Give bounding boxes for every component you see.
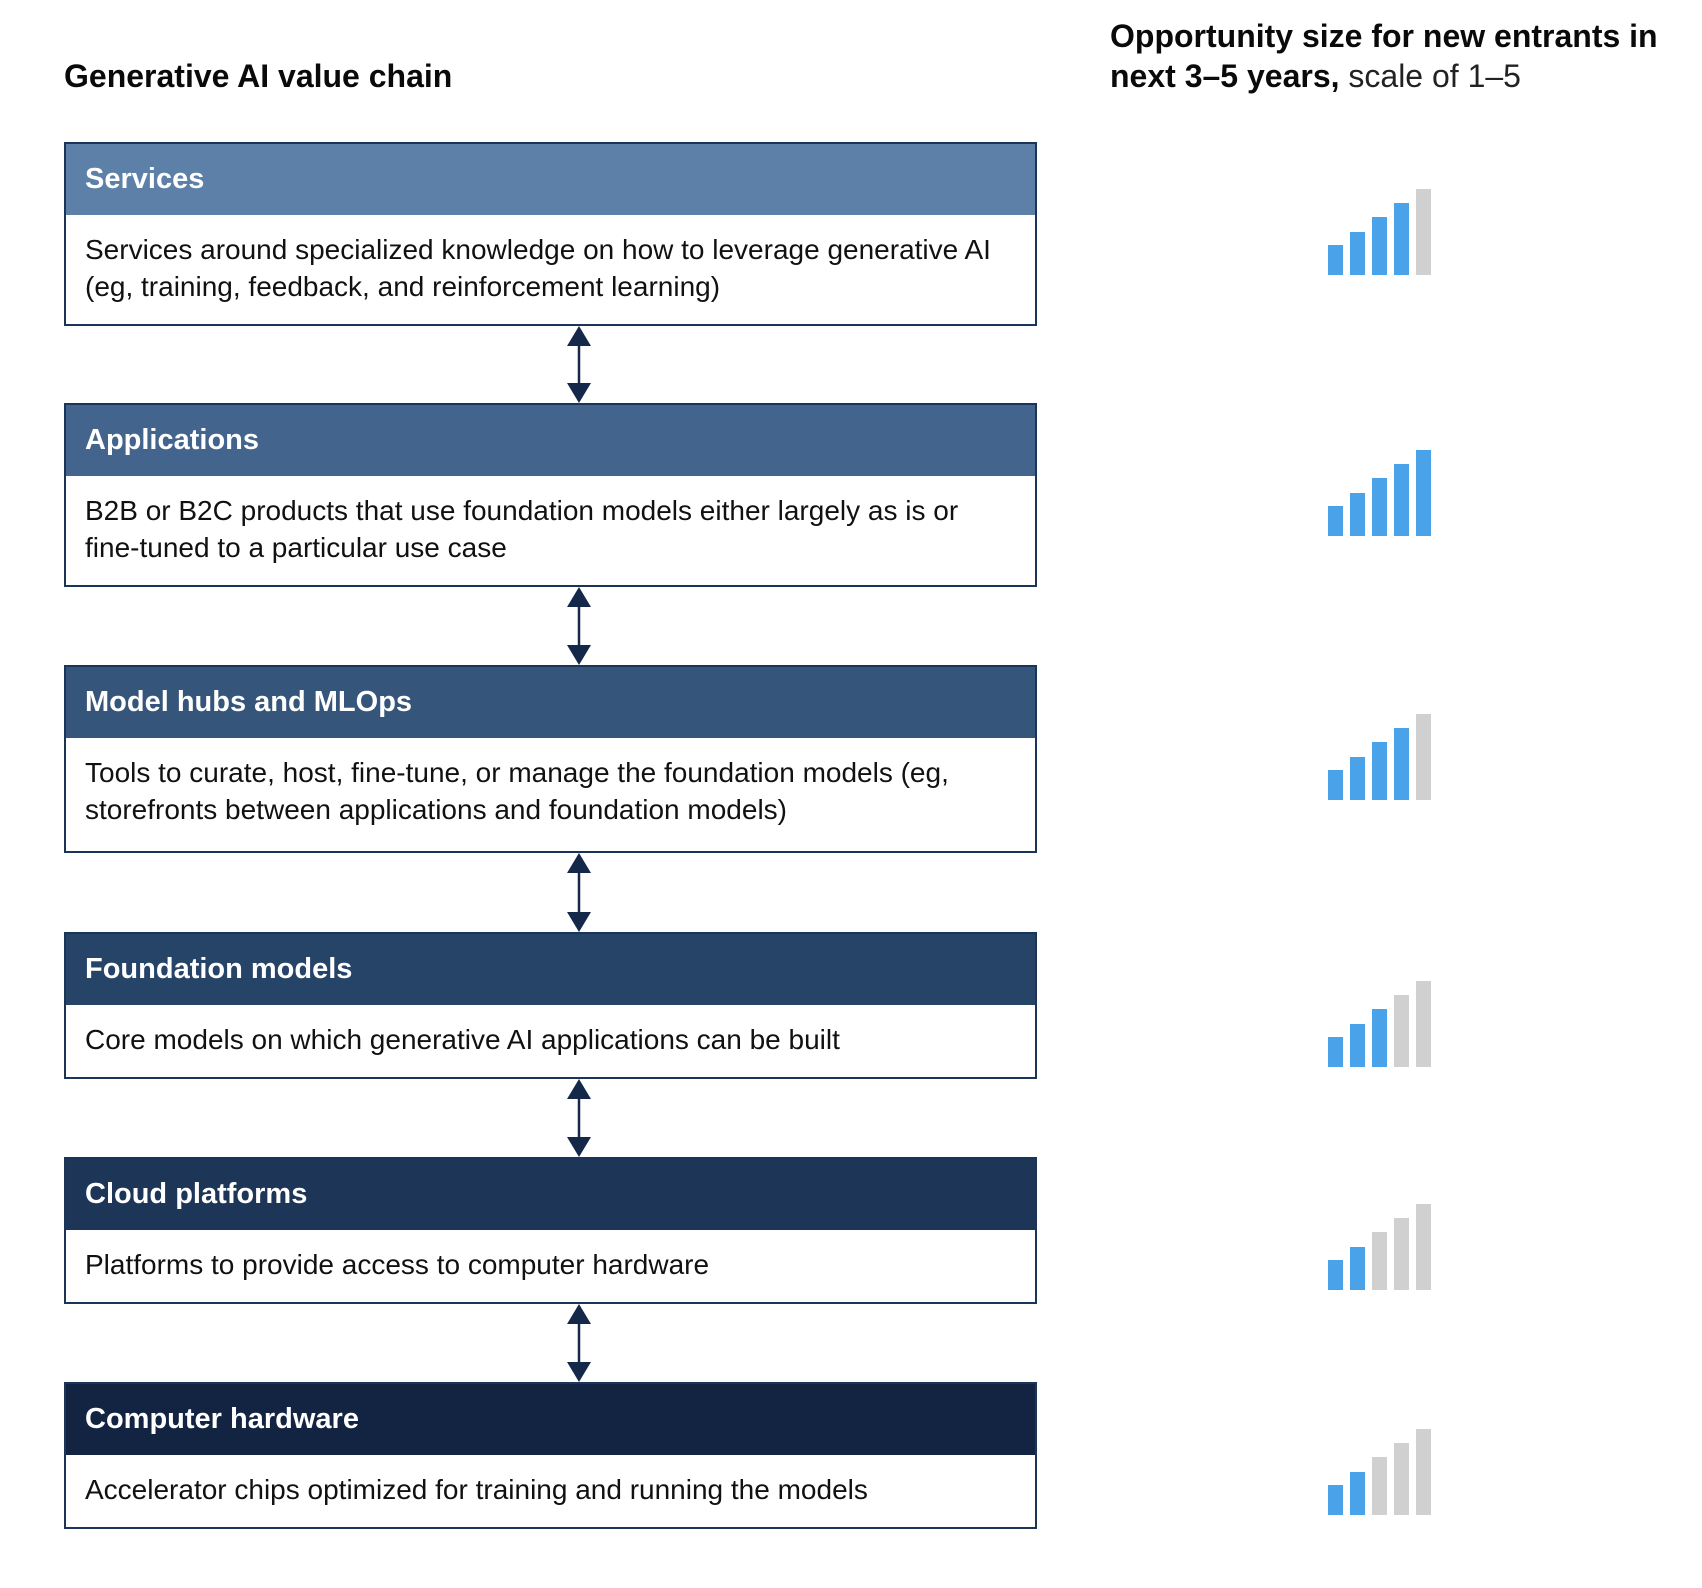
signal-bar-2: [1350, 1247, 1365, 1290]
signal-bar-2: [1350, 1024, 1365, 1067]
layer-description: Core models on which generative AI appli…: [85, 1024, 840, 1055]
signal-bar-4: [1394, 995, 1409, 1067]
signal-bar-2: [1350, 493, 1365, 536]
signal-bar-3: [1372, 1232, 1387, 1290]
layer-header: Foundation models: [66, 934, 1035, 1005]
bidirectional-arrow-icon: [567, 1304, 591, 1382]
signal-bar-4: [1394, 203, 1409, 275]
signal-bar-1: [1328, 1260, 1343, 1290]
signal-bar-2: [1350, 232, 1365, 275]
layer-box-cloud-platforms: Cloud platforms Platforms to provide acc…: [64, 1157, 1037, 1304]
layer-box-foundation-models: Foundation models Core models on which g…: [64, 932, 1037, 1079]
layer-description: Platforms to provide access to computer …: [85, 1249, 710, 1280]
layer-box-computer-hardware: Computer hardware Accelerator chips opti…: [64, 1382, 1037, 1529]
signal-bar-2: [1350, 757, 1365, 800]
signal-bar-2: [1350, 1472, 1365, 1515]
signal-bar-1: [1328, 245, 1343, 275]
signal-bar-1: [1328, 506, 1343, 536]
opportunity-scale-note: scale of 1–5: [1339, 58, 1521, 94]
signal-bar-1: [1328, 1037, 1343, 1067]
opportunity-rating-icon: [1328, 1429, 1432, 1515]
signal-bar-3: [1372, 742, 1387, 800]
layer-description: Services around specialized knowledge on…: [85, 234, 991, 302]
signal-bar-4: [1394, 728, 1409, 800]
signal-bar-5: [1416, 714, 1431, 800]
opportunity-title-bold: Opportunity size for new entrants in nex…: [1110, 18, 1658, 94]
opportunity-rating-icon: [1328, 1204, 1432, 1290]
layer-box-services: Services Services around specialized kno…: [64, 142, 1037, 326]
opportunity-title: Opportunity size for new entrants in nex…: [1110, 16, 1690, 96]
bidirectional-arrow-icon: [567, 326, 591, 403]
layer-header: Cloud platforms: [66, 1159, 1035, 1230]
layer-description: Accelerator chips optimized for training…: [85, 1474, 868, 1505]
signal-bar-3: [1372, 1457, 1387, 1515]
layer-box-model-hubs: Model hubs and MLOps Tools to curate, ho…: [64, 665, 1037, 853]
bidirectional-arrow-icon: [567, 1079, 591, 1157]
signal-bar-3: [1372, 478, 1387, 536]
opportunity-rating-icon: [1328, 981, 1432, 1067]
signal-bar-4: [1394, 464, 1409, 536]
layer-header: Model hubs and MLOps: [66, 667, 1035, 738]
layer-header: Services: [66, 144, 1035, 215]
signal-bar-1: [1328, 770, 1343, 800]
value-chain-title: Generative AI value chain: [64, 58, 453, 94]
layer-header: Applications: [66, 405, 1035, 476]
bidirectional-arrow-icon: [567, 853, 591, 932]
layer-box-applications: Applications B2B or B2C products that us…: [64, 403, 1037, 587]
signal-bar-5: [1416, 189, 1431, 275]
opportunity-rating-icon: [1328, 714, 1432, 800]
opportunity-rating-icon: [1328, 450, 1432, 536]
opportunity-rating-icon: [1328, 189, 1432, 275]
signal-bar-5: [1416, 1204, 1431, 1290]
signal-bar-3: [1372, 217, 1387, 275]
signal-bar-3: [1372, 1009, 1387, 1067]
signal-bar-5: [1416, 1429, 1431, 1515]
signal-bar-5: [1416, 981, 1431, 1067]
signal-bar-1: [1328, 1485, 1343, 1515]
bidirectional-arrow-icon: [567, 587, 591, 665]
layer-description: Tools to curate, host, fine-tune, or man…: [85, 757, 949, 825]
signal-bar-5: [1416, 450, 1431, 536]
signal-bar-4: [1394, 1218, 1409, 1290]
signal-bar-4: [1394, 1443, 1409, 1515]
layer-description: B2B or B2C products that use foundation …: [85, 495, 959, 563]
layer-header: Computer hardware: [66, 1384, 1035, 1455]
